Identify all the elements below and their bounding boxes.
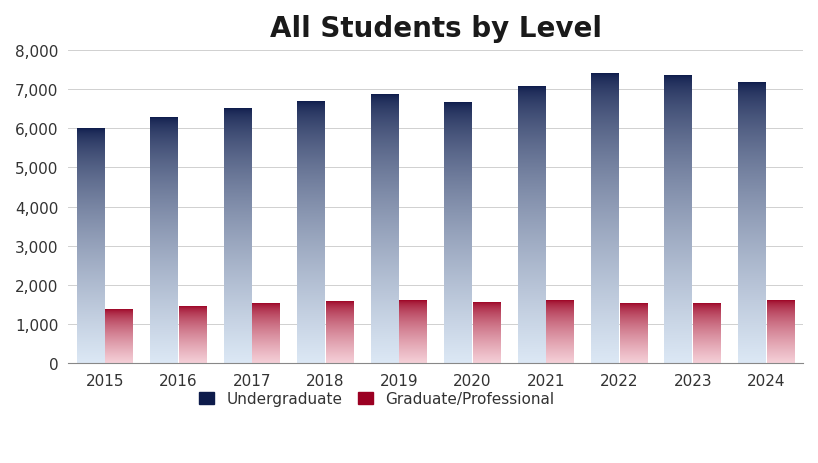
Title: All Students by Level: All Students by Level [270,15,601,43]
Legend: Undergraduate, Graduate/Professional: Undergraduate, Graduate/Professional [193,385,560,413]
